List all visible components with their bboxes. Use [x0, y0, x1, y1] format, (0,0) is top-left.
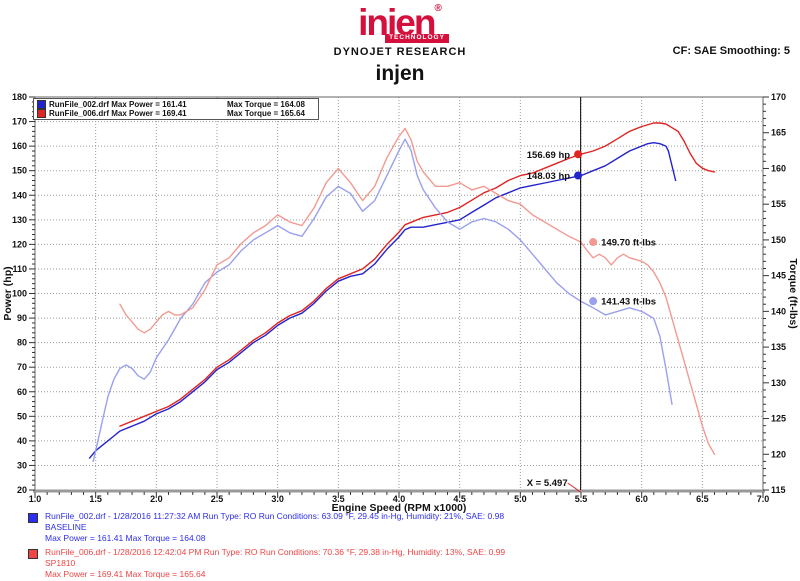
y-right-tick-label: 150 — [771, 235, 786, 245]
x-tick-label: 1.5 — [89, 494, 102, 504]
y-left-tick-label: 20 — [17, 485, 27, 495]
run-swatch-blue — [28, 513, 38, 523]
x-tick-label: 2.0 — [150, 494, 163, 504]
y-left-tick-label: 130 — [12, 215, 27, 225]
x-axis-title: Engine Speed (RPM x1000) — [332, 502, 467, 514]
legend-row-runfile-006: RunFile_006.drf Max Power = 169.41 Max T… — [37, 109, 315, 118]
y-left-tick-label: 140 — [12, 190, 27, 200]
y-right-axis-title: Torque (ft-lbs) — [787, 258, 799, 328]
x-tick-label: 1.0 — [29, 494, 42, 504]
legend-swatch-red — [37, 109, 46, 118]
legend-label-file-power: RunFile_006.drf Max Power = 169.41 — [49, 109, 187, 118]
run-max-line: Max Power = 169.41 Max Torque = 165.64 — [45, 569, 206, 579]
x-tick-label: 3.5 — [332, 494, 345, 504]
dyno-chart-svg: 1.0 1.5 2.0 2.5 3.0 3.5 4.0 4.5 5.0 5.5 6.0 6.5 7.0 2… — [2, 92, 799, 514]
x-tick-label: 6.0 — [635, 494, 648, 504]
y-left-tick-label: 180 — [12, 92, 27, 102]
marker-dot[interactable] — [574, 171, 583, 180]
series-runfile-006-torque — [119, 127, 716, 455]
y-left-tick-label: 70 — [17, 362, 27, 372]
legend-label-file-power: RunFile_002.drf Max Power = 161.41 — [49, 100, 187, 109]
registered-mark-icon: ® — [434, 3, 442, 14]
run-swatch-red — [28, 549, 38, 559]
legend-swatch-blue — [37, 100, 46, 109]
dynojet-research-label: DYNOJET RESEARCH — [333, 46, 467, 58]
y-left-tick-label: 120 — [12, 239, 27, 249]
y-left-tick-label: 150 — [12, 166, 27, 176]
run-name-line: BASELINE — [45, 522, 87, 532]
x-tick-label: 7.0 — [757, 494, 770, 504]
cursor-x-label: X = 5.497 — [527, 478, 568, 489]
y-left-tick-label: 50 — [17, 411, 27, 421]
injen-logo-subtext: TECHNOLOGY — [385, 34, 449, 43]
y-left-tick-label: 160 — [12, 141, 27, 151]
series-runfile-006-power — [119, 122, 716, 427]
x-tick-label: 3.0 — [271, 494, 284, 504]
correction-smoothing-label: CF: SAE Smoothing: 5 — [672, 45, 790, 57]
y-left-tick-label: 30 — [17, 460, 27, 470]
y-right-tick-label: 135 — [771, 342, 786, 352]
run-conditions-line: RunFile_002.drf - 1/28/2016 11:27:32 AM … — [45, 511, 505, 521]
y-left-tick-label: 100 — [12, 289, 27, 299]
run-conditions-line: RunFile_006.drf - 1/28/2016 12:42:04 PM … — [45, 547, 506, 557]
legend-row-runfile-002: RunFile_002.drf Max Power = 161.41 Max T… — [37, 100, 315, 109]
legend-label-torque: Max Torque = 165.64 — [227, 109, 305, 118]
run-block-baseline: RunFile_002.drf - 1/28/2016 11:27:32 AM … — [28, 511, 788, 544]
y-right-tick-label: 125 — [771, 414, 786, 424]
y-right-tick-label: 120 — [771, 449, 786, 459]
y-left-tick-label: 40 — [17, 436, 27, 446]
x-tick-label: 5.5 — [575, 494, 588, 504]
y-right-tick-label: 160 — [771, 163, 786, 173]
x-tick-label: 4.5 — [453, 494, 466, 504]
y-left-tick-label: 80 — [17, 338, 27, 348]
y-left-tick-label: 90 — [17, 313, 27, 323]
header: injen® TECHNOLOGY — [0, 4, 800, 44]
marker-dot[interactable] — [589, 297, 598, 306]
y-left-tick-label: 60 — [17, 387, 27, 397]
y-left-axis-title: Power (hp) — [2, 266, 14, 320]
run-name-line: SP1810 — [45, 558, 76, 568]
x-tick-label: 6.5 — [696, 494, 709, 504]
run-details-footer: RunFile_002.drf - 1/28/2016 11:27:32 AM … — [28, 511, 788, 581]
marker-label: 149.70 ft-lbs — [601, 238, 656, 249]
y-right-tick-label: 155 — [771, 199, 786, 209]
marker-label: 156.69 hp — [527, 150, 570, 161]
cursor-pointer-line — [567, 482, 581, 493]
series-runfile-002-power — [88, 142, 677, 459]
marker-dot[interactable] — [589, 238, 598, 247]
y-right-tick-label: 145 — [771, 271, 786, 281]
marker-label: 148.03 hp — [527, 171, 570, 182]
y-right-tick-label: 165 — [771, 128, 786, 138]
y-right-tick-label: 140 — [771, 306, 786, 316]
injen-logo: injen® TECHNOLOGY — [351, 4, 449, 43]
y-right-tick-label: 115 — [771, 485, 786, 495]
y-left-tick-label: 170 — [12, 117, 27, 127]
run-max-line: Max Power = 161.41 Max Torque = 164.08 — [45, 533, 206, 543]
y-right-tick-label: 130 — [771, 378, 786, 388]
marker-label: 141.43 ft-lbs — [601, 297, 656, 308]
legend-label-torque: Max Torque = 164.08 — [227, 100, 305, 109]
y-right-tick-label: 170 — [771, 92, 786, 102]
chart-title: injen — [375, 62, 425, 85]
y-left-tick-label: 110 — [12, 264, 27, 274]
run-block-sp1810: RunFile_006.drf - 1/28/2016 12:42:04 PM … — [28, 547, 788, 580]
series-runfile-002-torque — [92, 138, 673, 463]
x-tick-label: 5.0 — [514, 494, 527, 504]
marker-dot[interactable] — [574, 150, 583, 159]
x-tick-label: 2.5 — [211, 494, 224, 504]
x-tick-label: 4.0 — [393, 494, 406, 504]
legend-box: RunFile_002.drf Max Power = 161.41 Max T… — [33, 98, 319, 120]
